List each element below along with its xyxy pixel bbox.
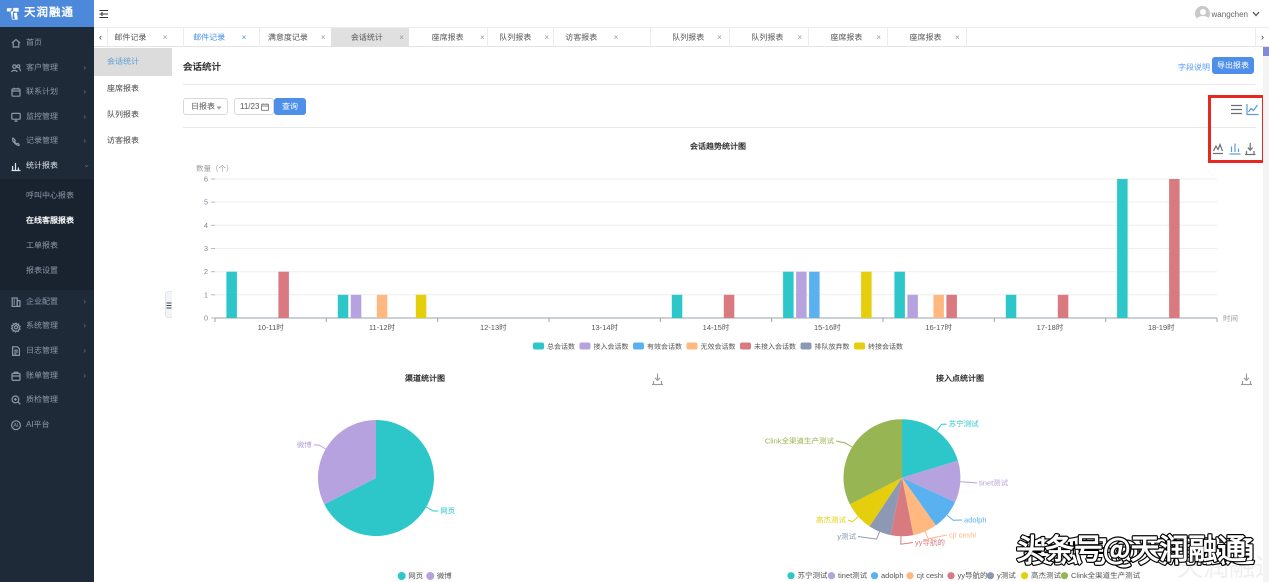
- svg-text:接入会话数: 接入会话数: [594, 343, 629, 351]
- svg-text:tinet测试: tinet测试: [838, 571, 868, 580]
- svg-text:11-12时: 11-12时: [369, 323, 396, 332]
- svg-text:微博: 微博: [297, 441, 312, 450]
- svg-text:5: 5: [204, 198, 208, 207]
- svg-text:渠道统计图: 渠道统计图: [404, 374, 445, 383]
- svg-text:14-15时: 14-15时: [703, 323, 730, 332]
- svg-text:4: 4: [204, 221, 208, 230]
- svg-text:苏宁测试: 苏宁测试: [798, 571, 828, 580]
- svg-text:adolph: adolph: [881, 571, 904, 580]
- svg-text:3: 3: [204, 244, 208, 253]
- svg-text:AI: AI: [13, 423, 19, 429]
- svg-text:高杰测试: 高杰测试: [1031, 571, 1061, 580]
- svg-text:y测试: y测试: [997, 571, 1016, 580]
- svg-text:y测试: y测试: [837, 532, 856, 541]
- svg-text:0: 0: [204, 314, 208, 323]
- svg-text:高杰测试: 高杰测试: [816, 516, 846, 525]
- svg-text:12-13时: 12-13时: [480, 323, 507, 332]
- svg-text:会话趋势统计图: 会话趋势统计图: [690, 142, 746, 151]
- svg-text:苏宁测试: 苏宁测试: [949, 420, 979, 429]
- svg-text:yy导航的: yy导航的: [915, 537, 945, 547]
- svg-text:排队放弃数: 排队放弃数: [815, 343, 850, 351]
- svg-text:Clink全渠道生产测试: Clink全渠道生产测试: [765, 437, 835, 446]
- svg-text:网页: 网页: [408, 572, 423, 581]
- svg-text:16-17时: 16-17时: [925, 323, 952, 332]
- svg-text:数量（个）: 数量（个）: [196, 164, 234, 173]
- svg-text:天润融通: 天润融通: [1177, 547, 1269, 582]
- svg-text:cjt ceshi: cjt ceshi: [917, 571, 944, 580]
- svg-text:Clink全渠道生产测试: Clink全渠道生产测试: [1071, 571, 1141, 580]
- svg-text:cjt ceshi: cjt ceshi: [949, 531, 976, 540]
- svg-text:时间: 时间: [1223, 314, 1238, 323]
- svg-text:15-16时: 15-16时: [814, 323, 841, 332]
- svg-text:1: 1: [204, 290, 208, 299]
- svg-text:adolph: adolph: [964, 516, 987, 525]
- svg-text:未接入会话数: 未接入会话数: [754, 343, 796, 351]
- svg-text:总会话数: 总会话数: [547, 343, 575, 351]
- svg-text:接入点统计图: 接入点统计图: [936, 374, 984, 383]
- svg-text:有效会话数: 有效会话数: [647, 343, 682, 351]
- svg-text:微博: 微博: [437, 572, 452, 581]
- svg-text:搜狐号@天润融通: 搜狐号@天润融通: [1024, 529, 1254, 571]
- svg-text:tinet测试: tinet测试: [979, 479, 1009, 488]
- svg-text:13-14时: 13-14时: [591, 323, 618, 332]
- svg-text:6: 6: [204, 175, 208, 184]
- svg-text:10-11时: 10-11时: [258, 323, 285, 332]
- svg-text:17-18时: 17-18时: [1037, 323, 1064, 332]
- svg-text:网页: 网页: [440, 507, 455, 516]
- svg-text:2: 2: [204, 267, 208, 276]
- svg-text:转接会话数: 转接会话数: [868, 343, 903, 351]
- svg-text:头条号@天润融通: 头条号@天润融通: [1016, 526, 1246, 568]
- svg-text:yy导航的: yy导航的: [958, 570, 988, 580]
- svg-text:18-19时: 18-19时: [1148, 323, 1175, 332]
- svg-text:无效会话数: 无效会话数: [701, 343, 736, 351]
